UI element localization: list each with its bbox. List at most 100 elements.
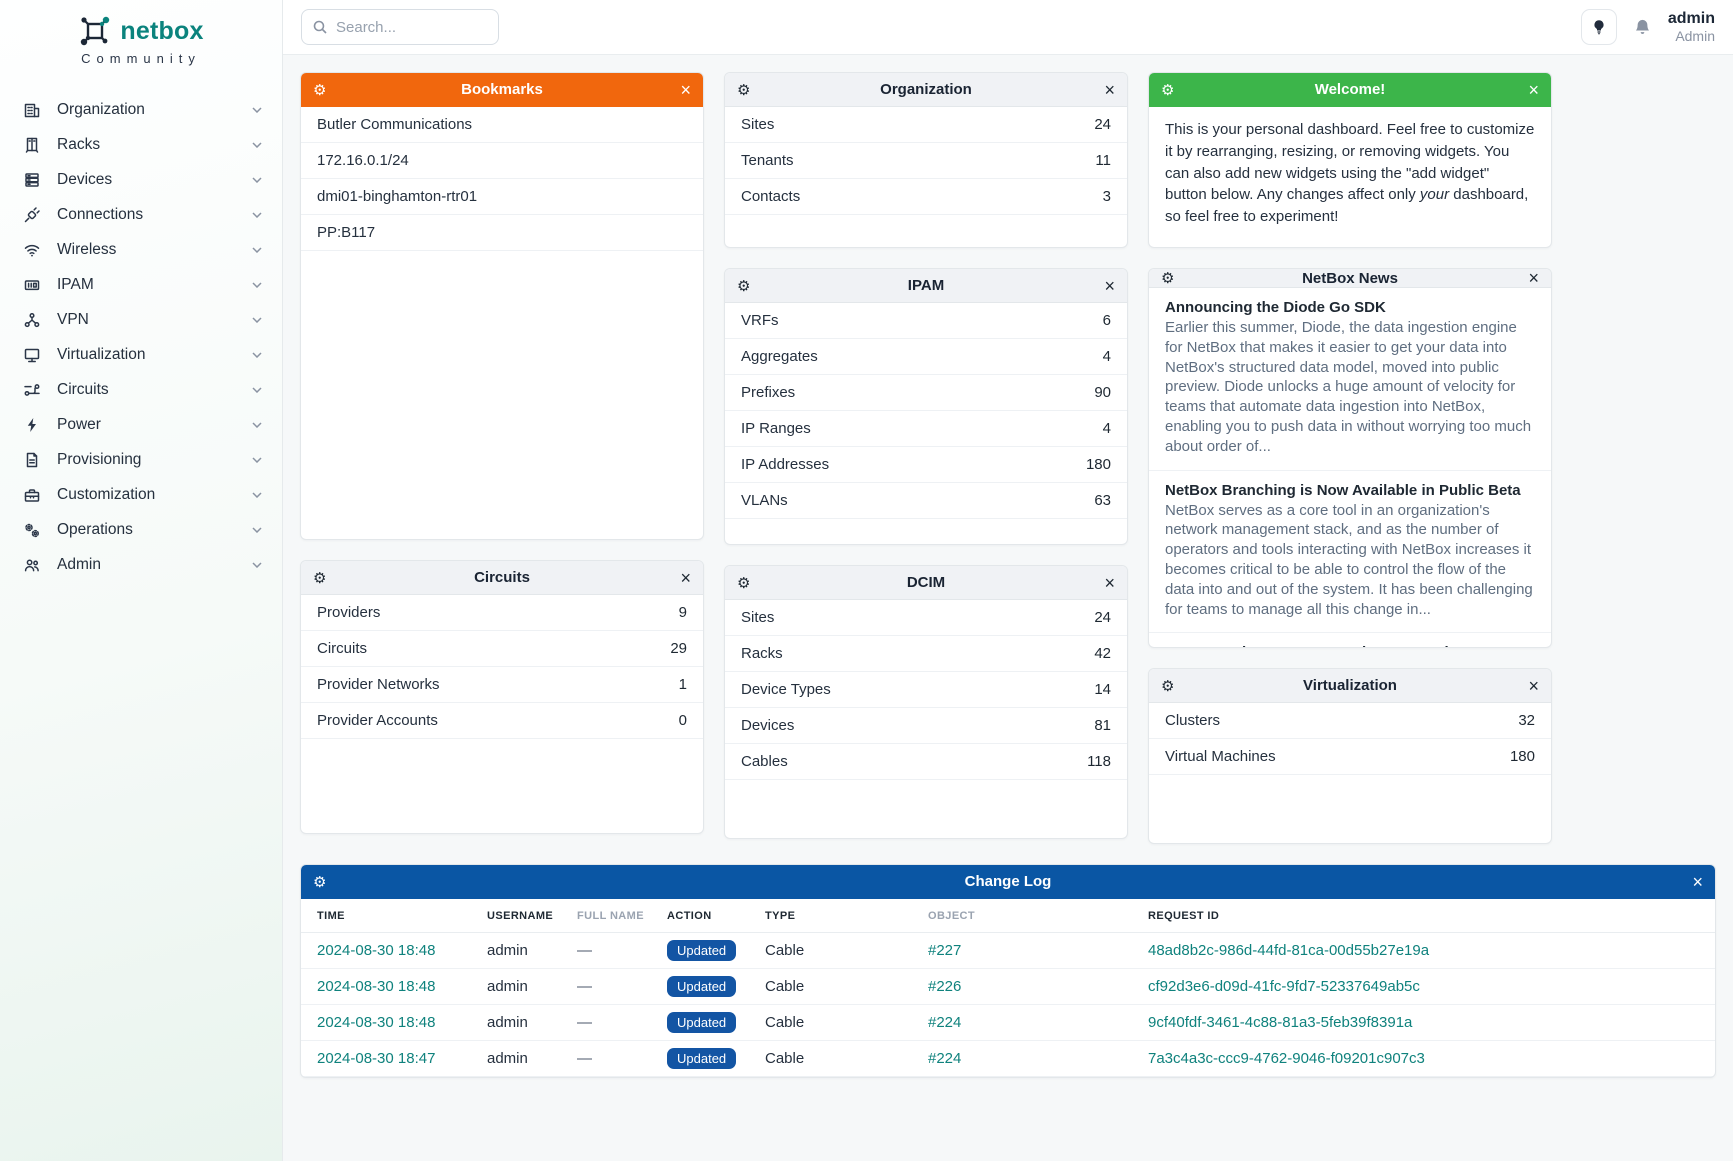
changelog-object-link[interactable]: #226 <box>928 978 962 995</box>
news-headline[interactable]: A New Look For NetBox and NetBox Labs <box>1165 644 1535 647</box>
changelog-request-id-link[interactable]: 9cf40fdf-3461-4c88-81a3-5feb39f8391a <box>1148 1014 1413 1031</box>
column-header-request-id[interactable]: REQUEST ID <box>1148 909 1220 922</box>
widget-close-icon[interactable]: × <box>680 79 691 100</box>
sidebar-item-operations[interactable]: Operations <box>0 512 282 547</box>
stat-row[interactable]: Device Types 14 <box>725 672 1127 708</box>
widget-config-icon[interactable]: ⚙ <box>313 873 327 891</box>
widget-config-icon[interactable]: ⚙ <box>737 81 751 99</box>
widget-title: IPAM <box>907 277 945 294</box>
notifications-bell-icon[interactable] <box>1633 18 1652 37</box>
virtualization-stats: Clusters 32 Virtual Machines 180 <box>1149 703 1551 775</box>
sidebar-item-devices[interactable]: Devices <box>0 162 282 197</box>
widget-config-icon[interactable]: ⚙ <box>313 81 327 99</box>
user-menu[interactable]: admin Admin <box>1668 10 1715 44</box>
widget-config-icon[interactable]: ⚙ <box>1161 270 1175 287</box>
sidebar-item-organization[interactable]: Organization <box>0 92 282 127</box>
changelog-time-link[interactable]: 2024-08-30 18:48 <box>317 1014 436 1031</box>
changelog-time-link[interactable]: 2024-08-30 18:48 <box>317 942 436 959</box>
sidebar-item-ipam[interactable]: IPAM <box>0 267 282 302</box>
stat-row[interactable]: IP Addresses 180 <box>725 447 1127 483</box>
changelog-object-link[interactable]: #224 <box>928 1050 962 1067</box>
column-header-action[interactable]: ACTION <box>667 909 712 922</box>
bookmark-item[interactable]: 172.16.0.1/24 <box>301 143 703 179</box>
changelog-request-id-link[interactable]: 7a3c4a3c-ccc9-4762-9046-f09201c907c3 <box>1148 1050 1425 1067</box>
stat-row[interactable]: Sites 24 <box>725 600 1127 636</box>
stat-row[interactable]: Contacts 3 <box>725 179 1127 215</box>
sidebar-item-racks[interactable]: Racks <box>0 127 282 162</box>
sidebar-item-connections[interactable]: Connections <box>0 197 282 232</box>
stat-row[interactable]: Cables 118 <box>725 744 1127 780</box>
widget-close-icon[interactable]: × <box>1692 871 1703 892</box>
stat-row[interactable]: Prefixes 90 <box>725 375 1127 411</box>
column-header-type[interactable]: TYPE <box>765 909 796 922</box>
widget-close-icon[interactable]: × <box>680 567 691 588</box>
stat-row[interactable]: Devices 81 <box>725 708 1127 744</box>
widget-close-icon[interactable]: × <box>1528 79 1539 100</box>
chevron-down-icon <box>252 316 262 323</box>
widget-dcim-header: ⚙ DCIM × <box>725 566 1127 600</box>
column-header-time[interactable]: TIME <box>317 909 345 922</box>
changelog-object-link[interactable]: #227 <box>928 942 962 959</box>
stat-label: VLANs <box>741 492 788 509</box>
widget-close-icon[interactable]: × <box>1528 268 1539 288</box>
welcome-text-part: This is your personal dashboard. Feel fr… <box>1165 121 1535 204</box>
widget-config-icon[interactable]: ⚙ <box>1161 677 1175 695</box>
sidebar-item-virtualization[interactable]: Virtualization <box>0 337 282 372</box>
news-headline[interactable]: Announcing the Diode Go SDK <box>1165 299 1386 316</box>
users-icon <box>22 556 42 574</box>
stat-row[interactable]: Aggregates 4 <box>725 339 1127 375</box>
stat-row[interactable]: Providers 9 <box>301 595 703 631</box>
widget-close-icon[interactable]: × <box>1104 275 1115 296</box>
stat-label: Sites <box>741 116 775 133</box>
sidebar-item-circuits[interactable]: Circuits <box>0 372 282 407</box>
search-input[interactable] <box>336 18 486 36</box>
changelog-object-link[interactable]: #224 <box>928 1014 962 1031</box>
widget-change-log: ⚙ Change Log × TIME USERNAME FULL NAME A… <box>300 864 1716 1078</box>
widget-close-icon[interactable]: × <box>1528 675 1539 696</box>
stat-row[interactable]: Tenants 11 <box>725 143 1127 179</box>
table-row: 2024-08-30 18:47 admin — Updated Cable #… <box>301 1041 1715 1077</box>
stat-row[interactable]: IP Ranges 4 <box>725 411 1127 447</box>
column-header-object[interactable]: OBJECT <box>928 909 976 922</box>
stat-row[interactable]: VRFs 6 <box>725 303 1127 339</box>
search-box[interactable] <box>301 9 499 45</box>
changelog-request-id-link[interactable]: 48ad8b2c-986d-44fd-81ca-00d55b27e19a <box>1148 942 1430 959</box>
widget-bookmarks: ⚙ Bookmarks × Butler Communications 172.… <box>300 72 704 540</box>
column-header-full-name[interactable]: FULL NAME <box>577 909 644 922</box>
stat-row[interactable]: VLANs 63 <box>725 483 1127 519</box>
stat-row[interactable]: Clusters 32 <box>1149 703 1551 739</box>
widget-close-icon[interactable]: × <box>1104 572 1115 593</box>
sidebar-item-provisioning[interactable]: Provisioning <box>0 442 282 477</box>
theme-toggle-button[interactable] <box>1580 9 1617 45</box>
widget-config-icon[interactable]: ⚙ <box>1161 81 1175 99</box>
sidebar-item-admin[interactable]: Admin <box>0 547 282 582</box>
stat-row[interactable]: Sites 24 <box>725 107 1127 143</box>
widget-config-icon[interactable]: ⚙ <box>313 569 327 587</box>
column-header-username[interactable]: USERNAME <box>487 909 554 922</box>
chevron-down-icon <box>252 141 262 148</box>
search-icon <box>312 19 328 35</box>
stat-value: 0 <box>678 712 687 729</box>
changelog-full-name: — <box>577 1014 592 1031</box>
stat-row[interactable]: Virtual Machines 180 <box>1149 739 1551 775</box>
widget-config-icon[interactable]: ⚙ <box>737 277 751 295</box>
changelog-request-id-link[interactable]: cf92d3e6-d09d-41fc-9fd7-52337649ab5c <box>1148 978 1420 995</box>
table-row: 2024-08-30 18:48 admin — Updated Cable #… <box>301 1005 1715 1041</box>
stat-row[interactable]: Racks 42 <box>725 636 1127 672</box>
widget-close-icon[interactable]: × <box>1104 79 1115 100</box>
sidebar-item-wireless[interactable]: Wireless <box>0 232 282 267</box>
changelog-time-link[interactable]: 2024-08-30 18:47 <box>317 1050 436 1067</box>
brand[interactable]: netbox Community <box>0 0 282 70</box>
widget-config-icon[interactable]: ⚙ <box>737 574 751 592</box>
bookmark-item[interactable]: PP:B117 <box>301 215 703 251</box>
changelog-time-link[interactable]: 2024-08-30 18:48 <box>317 978 436 995</box>
bookmark-item[interactable]: dmi01-binghamton-rtr01 <box>301 179 703 215</box>
stat-row[interactable]: Circuits 29 <box>301 631 703 667</box>
sidebar-item-power[interactable]: Power <box>0 407 282 442</box>
bookmark-item[interactable]: Butler Communications <box>301 107 703 143</box>
sidebar-item-customization[interactable]: Customization <box>0 477 282 512</box>
stat-row[interactable]: Provider Accounts 0 <box>301 703 703 739</box>
sidebar-item-vpn[interactable]: VPN <box>0 302 282 337</box>
news-headline[interactable]: NetBox Branching is Now Available in Pub… <box>1165 481 1521 499</box>
stat-row[interactable]: Provider Networks 1 <box>301 667 703 703</box>
